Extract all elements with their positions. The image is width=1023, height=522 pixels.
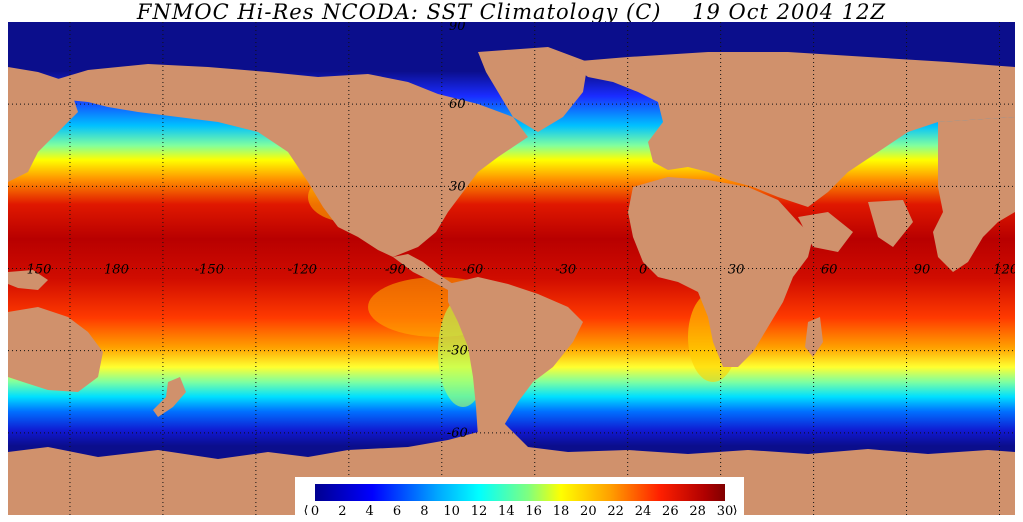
- eurasia: [568, 52, 1015, 207]
- longitude-label: 90: [914, 263, 931, 278]
- arabian-peninsula: [798, 212, 853, 252]
- latitude-label: 60: [449, 97, 466, 112]
- legend-tick-label: 8: [420, 504, 429, 515]
- longitude-label: -120: [288, 263, 317, 278]
- legend-tick-label: 4: [365, 504, 374, 515]
- africa: [628, 177, 813, 367]
- legend-tick-label: 14: [498, 504, 515, 515]
- latitude-label: -30: [447, 344, 468, 359]
- longitude-label: 30: [728, 263, 745, 278]
- east-asia: [8, 67, 78, 182]
- legend-tick-label: 28: [689, 504, 706, 515]
- color-scale-legend: ⟨ 0 2 4 6 8 10 12 14 16 18 20 22 24 26 28 30 ⟩: [295, 477, 744, 515]
- legend-right-mark: ⟩: [732, 504, 738, 515]
- legend-left-mark: ⟨: [303, 504, 309, 515]
- legend-tick-label: 30: [716, 504, 734, 515]
- legend-tick-label: 0: [310, 504, 320, 515]
- legend-tick-label: 10: [443, 504, 460, 515]
- longitude-label: -150: [195, 263, 224, 278]
- legend-tick-label: 26: [662, 504, 679, 515]
- south-america: [448, 277, 583, 442]
- legend-tick-label: 16: [525, 504, 542, 515]
- new-zealand: [153, 377, 186, 417]
- legend-tick-label: 20: [580, 504, 597, 515]
- legend-tick-label: 18: [552, 504, 570, 515]
- color-scale-bar: [315, 484, 725, 501]
- australia: [8, 307, 103, 392]
- longitude-label: -30: [555, 263, 576, 278]
- madagascar: [805, 317, 823, 357]
- longitude-label: 180: [104, 263, 129, 278]
- longitude-labels: 150 180 -150 -120 -90 -60 -30 0 30 60 90 120: [27, 263, 1015, 278]
- central-america: [393, 254, 453, 290]
- longitude-label: 120: [993, 263, 1015, 278]
- legend-tick-label: 24: [634, 504, 652, 515]
- legend-tick-label: 22: [607, 504, 624, 515]
- legend-tick-label: 2: [338, 504, 347, 515]
- antarctica: [8, 422, 1015, 515]
- india: [868, 200, 913, 247]
- land-masses: [8, 47, 1015, 515]
- latitude-label: -60: [447, 426, 468, 441]
- latitude-label: 90: [449, 22, 466, 34]
- longitude-label: 0: [639, 263, 647, 278]
- longitude-label: 150: [27, 263, 52, 278]
- greenland: [478, 47, 588, 132]
- longitude-label: -60: [462, 263, 483, 278]
- color-scale-ticks: ⟨ 0 2 4 6 8 10 12 14 16 18 20 22 24 26 28 30 ⟩: [303, 504, 738, 515]
- indonesia: [8, 270, 48, 290]
- north-america: [48, 64, 528, 257]
- asia-right: [933, 117, 1015, 272]
- longitude-label: -90: [385, 263, 406, 278]
- latitude-label: 30: [449, 179, 466, 194]
- legend-tick-label: 6: [392, 504, 402, 515]
- longitude-label: 60: [821, 263, 838, 278]
- map-title: FNMOC Hi-Res NCODA: SST Climatology (C) …: [136, 0, 887, 24]
- legend-tick-label: 12: [470, 504, 488, 515]
